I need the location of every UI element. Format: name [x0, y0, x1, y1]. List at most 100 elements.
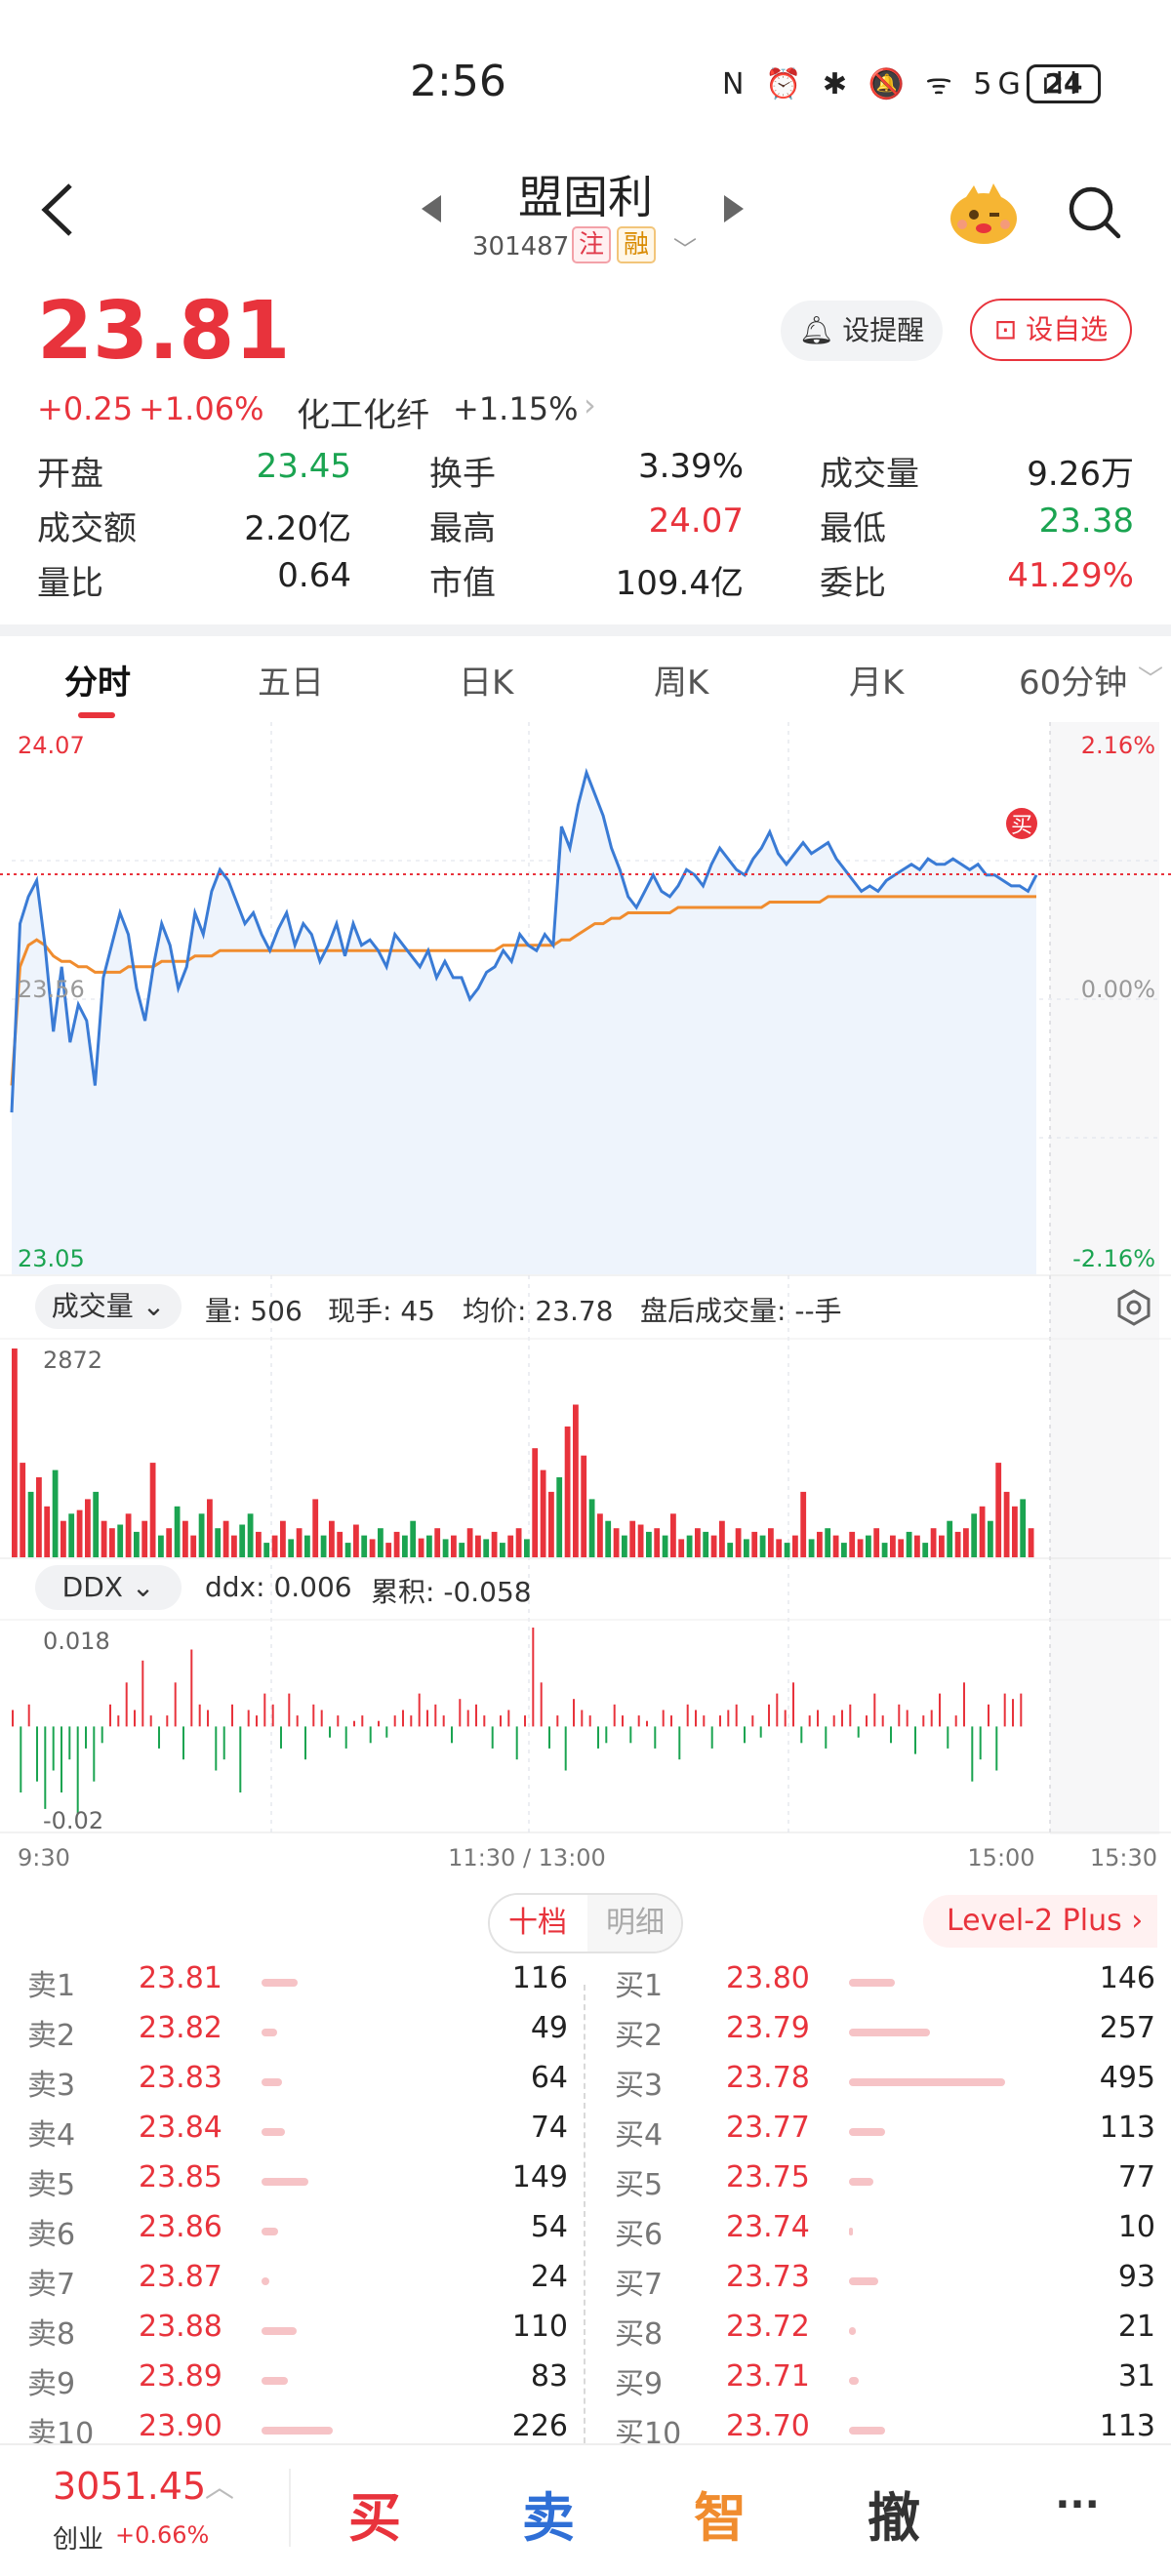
sell-level-price[interactable]: 23.89 — [139, 2359, 222, 2394]
ddx-bar — [149, 1715, 152, 1727]
ddx-bar — [995, 1726, 998, 1771]
back-button[interactable] — [35, 176, 84, 244]
sell-level-label: 卖4 — [27, 2118, 76, 2153]
buy-level-price[interactable]: 23.80 — [726, 1961, 810, 1995]
ddx-bar — [540, 1682, 543, 1727]
volume-bar — [556, 1477, 563, 1557]
chart-panel[interactable]: 买 24.07 23.56 23.05 2.16% 0.00% -2.16% 2872 0.01… — [0, 722, 1171, 1873]
volume-bar — [922, 1543, 929, 1557]
search-button[interactable] — [1066, 183, 1122, 240]
volume-bar — [27, 1491, 34, 1557]
sell-level-price[interactable]: 23.84 — [139, 2111, 222, 2145]
tab-5[interactable]: 60分钟 — [1019, 664, 1128, 703]
sell-level-price[interactable]: 23.82 — [139, 2011, 222, 2045]
sell-level-price[interactable]: 23.85 — [139, 2160, 222, 2194]
buy-level-label: 买9 — [615, 2367, 664, 2401]
chevron-down-icon[interactable]: ﹀ — [1138, 665, 1164, 695]
buy-level-price[interactable]: 23.77 — [726, 2111, 810, 2145]
chevron-up-icon[interactable]: ︿ — [205, 2471, 234, 2505]
sell-volume-bar — [262, 2029, 277, 2036]
buy-level-price[interactable]: 23.75 — [726, 2160, 810, 2194]
quote-label: 最低 — [820, 509, 886, 548]
set-alert-label: 设提醒 — [842, 314, 925, 346]
ddx-bar — [1003, 1693, 1006, 1727]
sell-level-price[interactable]: 23.87 — [139, 2260, 222, 2294]
quote-value: 23.45 — [256, 447, 351, 486]
ddx-bar — [792, 1682, 794, 1727]
sell-level-label: 卖6 — [27, 2218, 76, 2252]
volume-bar — [117, 1524, 124, 1557]
volume-bar — [654, 1528, 661, 1557]
prev-stock-arrow[interactable] — [422, 195, 441, 222]
buy-level-price[interactable]: 23.73 — [726, 2260, 810, 2294]
price-change: +0.25 — [37, 390, 134, 427]
add-watchlist-button[interactable]: ⊡ 设自选 — [970, 299, 1132, 361]
tab-ten-level[interactable]: 十档 — [490, 1895, 586, 1952]
ddx-bar — [198, 1704, 201, 1727]
ddx-bar — [329, 1726, 331, 1738]
volume-bar — [857, 1539, 864, 1557]
buy-volume-bar — [849, 2078, 1005, 2086]
sell-level-price[interactable]: 23.88 — [139, 2310, 222, 2344]
volume-bar — [85, 1499, 91, 1557]
sell-level-volume: 24 — [530, 2260, 568, 2294]
industry-name[interactable]: 化工化纤 — [297, 396, 429, 435]
sell-level-price[interactable]: 23.86 — [139, 2210, 222, 2244]
buy-level-price[interactable]: 23.78 — [726, 2061, 810, 2095]
volume-bar — [1028, 1528, 1034, 1557]
chevron-right-icon[interactable]: › — [584, 386, 596, 423]
ddx-bar — [873, 1693, 876, 1727]
sell-button[interactable]: 卖 — [522, 2487, 575, 2549]
buy-volume-bar — [849, 2277, 878, 2285]
tab-0[interactable]: 分时 — [64, 664, 131, 703]
buy-volume-bar — [849, 2029, 930, 2036]
buy-level-price[interactable]: 23.79 — [726, 2011, 810, 2045]
tab-3[interactable]: 周K — [654, 664, 709, 703]
ddx-bar — [304, 1726, 306, 1760]
sell-level-price[interactable]: 23.83 — [139, 2061, 222, 2095]
cancel-order-button[interactable]: 撤 — [868, 2487, 920, 2549]
next-stock-arrow[interactable] — [724, 195, 744, 222]
buy-level-volume: 21 — [1117, 2310, 1155, 2344]
buy-button[interactable]: 买 — [348, 2487, 401, 2549]
volume-bar — [215, 1528, 222, 1557]
ddx-bar — [207, 1710, 209, 1727]
sell-level-price[interactable]: 23.81 — [139, 1961, 222, 1995]
ddx-bar — [866, 1715, 868, 1727]
buy-level-price[interactable]: 23.71 — [726, 2359, 810, 2394]
buy-level-price[interactable]: 23.74 — [726, 2210, 810, 2244]
ddx-bar — [719, 1715, 721, 1727]
buy-level-price[interactable]: 23.72 — [726, 2310, 810, 2344]
more-button[interactable]: ··· — [1055, 2482, 1100, 2527]
y-axis-right-min: -2.16% — [1072, 1245, 1155, 1272]
ddx-bar — [507, 1710, 510, 1727]
buy-level-price[interactable]: 23.70 — [726, 2409, 810, 2443]
sell-level-label: 卖2 — [27, 2019, 76, 2053]
y-axis-right-mid: 0.00% — [1081, 976, 1155, 1003]
tab-4[interactable]: 月K — [849, 664, 905, 703]
ddx-bar — [849, 1704, 852, 1727]
level2-plus-button[interactable]: Level-2 Plus › — [923, 1895, 1157, 1948]
chevron-down-icon[interactable]: ﹀ — [673, 236, 697, 263]
ddx-bar — [548, 1726, 550, 1749]
volume-bar — [1020, 1499, 1027, 1557]
volume-bar — [182, 1520, 188, 1557]
volume-bar — [500, 1543, 505, 1557]
tab-detail[interactable]: 明细 — [587, 1895, 681, 1952]
volume-indicator-select[interactable]: 成交量 ⌄ — [35, 1284, 182, 1329]
volume-bar — [751, 1531, 758, 1557]
ddx-bar — [710, 1726, 713, 1749]
tab-2[interactable]: 日K — [459, 664, 514, 703]
tab-1[interactable]: 五日 — [258, 664, 324, 703]
settings-button[interactable] — [1114, 1288, 1153, 1327]
sell-level-price[interactable]: 23.90 — [139, 2409, 222, 2443]
volume-bar — [20, 1463, 26, 1557]
set-alert-button[interactable]: 🔔︎ 设提醒 — [781, 301, 943, 361]
ddx-bar — [841, 1710, 843, 1727]
mascot-icon[interactable] — [947, 176, 1021, 250]
smart-trade-button[interactable]: 智 — [694, 2487, 747, 2549]
index-value[interactable]: 3051.45 — [53, 2465, 207, 2508]
y-axis-right-max: 2.16% — [1081, 732, 1155, 759]
ddx-indicator-select[interactable]: DDX ⌄ — [35, 1565, 182, 1610]
sell-volume-bar — [262, 2377, 288, 2385]
